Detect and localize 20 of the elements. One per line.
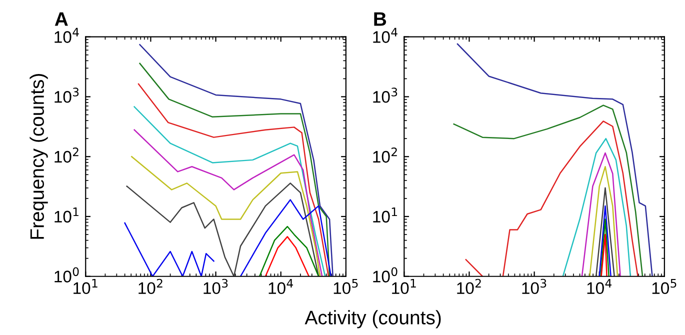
- y-tick-label: 10$^{2}$: [373, 147, 397, 163]
- x-tick-label: 10$^{4}$: [268, 279, 293, 294]
- x-tick-label: 10$^{3}$: [522, 278, 546, 294]
- x-axis-title: Activity (counts): [304, 310, 441, 328]
- x-tick-label: 10$^{2}$: [138, 278, 162, 294]
- y-axis-title: Frequency (counts): [30, 74, 48, 239]
- y-tick-label: 10$^{1}$: [54, 208, 78, 223]
- y-tick-label: 10$^{3}$: [54, 88, 79, 103]
- x-tick-label: 10$^{5}$: [334, 279, 358, 294]
- y-tick-label: 10$^{4}$: [373, 28, 398, 43]
- x-tick-label: 10$^{2}$: [457, 278, 481, 294]
- x-tick-label: 10$^{4}$: [587, 279, 612, 294]
- y-tick-label: 10$^{2}$: [54, 147, 78, 163]
- x-tick-label: 10$^{5}$: [652, 279, 676, 294]
- y-tick-label: 10$^{4}$: [54, 28, 79, 43]
- chart-title: B: [374, 12, 386, 26]
- y-tick-label: 10$^{3}$: [373, 88, 398, 103]
- chart-title: A: [54, 12, 68, 26]
- y-tick-label: 10$^{1}$: [373, 208, 397, 223]
- x-tick-label: 10$^{3}$: [204, 278, 228, 294]
